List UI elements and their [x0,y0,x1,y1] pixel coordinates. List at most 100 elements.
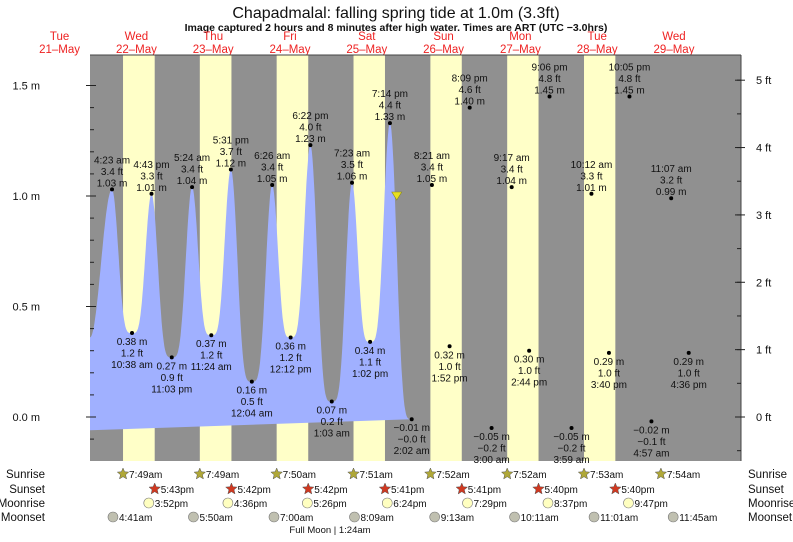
high-tide-label: 1.05 m [417,174,448,185]
low-tide-label: 1:02 pm [352,369,388,380]
low-tide-label: 1:03 am [314,429,350,440]
sunset-star-icon [455,482,469,495]
high-tide-label: 1.04 m [496,176,527,187]
low-tide-label: 1.1 ft [359,357,381,368]
low-tide-point [527,348,532,353]
high-tide-label: 1.01 m [576,183,607,194]
tide-curve [90,123,411,431]
moonset-circle-icon [509,511,520,523]
low-tide-point [329,399,334,404]
high-tide-point [627,94,632,99]
moonset-time: 5:50am [199,513,232,524]
high-tide-label: 6:22 pm [292,111,328,122]
low-tide-label: −0.05 m [473,432,509,443]
low-tide-point [368,339,373,344]
moonset-circle-icon [349,511,360,523]
high-tide-label: 9:17 am [494,153,530,164]
high-tide-label: 7:23 am [334,149,370,160]
low-tide-label: −0.1 ft [637,437,665,448]
day-name-label: Sun [433,31,453,43]
row-label-moonrise: Moonrise [0,498,45,510]
low-tide-label: −0.05 m [553,432,589,443]
high-tide-label: 1.23 m [295,134,326,145]
low-tide-label: 11:24 am [191,362,232,373]
high-tide-point [547,94,552,99]
day-date-label: 29–May [654,44,695,56]
sunset-time: 5:40pm [545,485,578,496]
high-tide-point [228,167,233,172]
low-tide-label: 12:12 pm [270,364,312,375]
sunrise-time: 7:52am [436,470,469,481]
low-tide-label: 1.2 ft [280,353,302,364]
moonrise-circle-icon [462,497,473,509]
moonrise-time: 3:52pm [155,499,188,510]
day-name-label: Tue [50,31,69,43]
sunrise-star-icon [500,467,514,480]
sunrise-time: 7:54am [667,470,700,481]
day-date-label: 27–May [500,44,541,56]
row-label-right-moonset: Moonset [748,512,793,524]
low-tide-label: 10:38 am [111,360,153,371]
day-name-label: Fri [283,31,296,43]
high-tide-label: 1.06 m [337,172,368,183]
low-tide-label: 1.0 ft [598,368,620,379]
sunrise-star-icon [654,467,668,480]
sunset-star-icon [148,482,162,495]
high-tide-label: 8:21 am [414,151,450,162]
sunrise-time: 7:49am [206,470,239,481]
high-tide-point [149,191,154,196]
moonset-time: 11:01am [600,513,638,524]
moonset-time: 4:41am [119,513,152,524]
low-tide-label: 4:57 am [633,448,669,459]
row-label-right-sunset: Sunset [748,484,785,496]
high-tide-label: 8:09 pm [452,74,488,85]
low-tide-point [447,344,452,349]
high-tide-label: 3.2 ft [660,176,682,187]
high-tide-point [467,105,472,110]
moonset-time: 7:00am [280,513,313,524]
low-tide-label: 1.0 ft [518,366,540,377]
high-tide-label: 11:07 am [651,164,692,175]
high-tide-point [429,182,434,187]
low-tide-point [649,419,654,424]
moonrise-time: 8:37pm [554,499,587,510]
sunset-star-icon [225,482,238,495]
low-tide-label: −0.01 m [393,423,429,434]
low-tide-label: 1.0 ft [438,362,460,373]
high-tide-label: 10:12 am [571,160,613,171]
low-tide-label: 1.2 ft [121,349,143,360]
moonrise-circle-icon [381,497,393,509]
low-tide-label: −0.2 ft [557,444,585,455]
high-tide-label: 0.99 m [656,187,687,198]
high-tide-label: 3.4 ft [101,167,123,178]
day-name-label: Wed [125,31,148,43]
low-tide-label: 0.27 m [156,361,187,372]
sunset-time: 5:41pm [468,485,501,496]
low-tide-label: 0.07 m [316,406,347,417]
day-date-label: 24–May [270,44,311,56]
day-name-label: Thu [203,31,223,43]
high-tide-label: 1.03 m [97,178,128,189]
day-date-label: 26–May [423,44,464,56]
low-tide-label: 2:44 pm [511,378,547,389]
moonrise-time: 9:47pm [634,499,667,510]
low-tide-label: 0.38 m [117,337,148,348]
right-axis-label: 4 ft [756,143,771,155]
high-tide-point [190,185,195,190]
low-tide-point [686,350,691,355]
low-tide-label: 3:00 am [474,455,510,466]
moonset-circle-icon [107,511,119,523]
row-label-sunset: Sunset [9,484,46,496]
sunrise-time: 7:51am [360,470,393,481]
low-tide-label: 1.0 ft [678,368,700,379]
sunset-time: 5:40pm [621,485,654,496]
high-tide-label: 5:31 pm [213,135,249,146]
left-axis-label: 1.0 m [12,191,40,203]
high-tide-point [270,182,275,187]
low-tide-label: 0.29 m [673,357,704,368]
high-tide-label: 3.7 ft [220,147,242,158]
low-tide-point [130,331,135,336]
high-tide-label: 4:43 pm [133,160,169,171]
high-tide-label: 4.6 ft [459,85,481,96]
left-axis-label: 0.0 m [12,412,40,424]
